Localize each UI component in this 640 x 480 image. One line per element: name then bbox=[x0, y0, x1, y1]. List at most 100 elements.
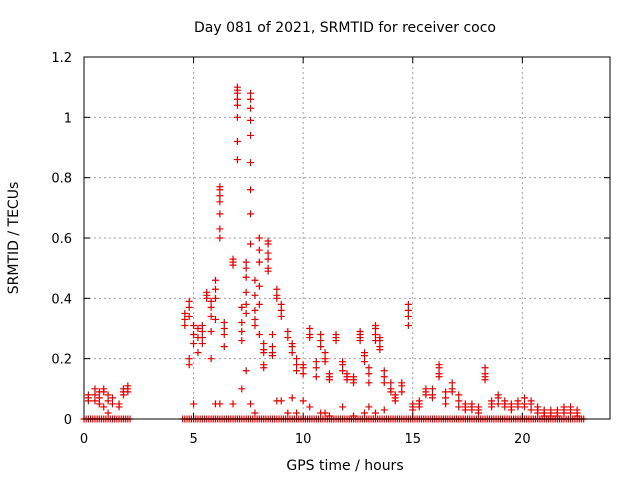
chart-title: Day 081 of 2021, SRMTID for receiver coc… bbox=[194, 20, 496, 36]
data-point bbox=[115, 403, 123, 411]
data-point bbox=[312, 364, 320, 372]
data-point bbox=[527, 400, 535, 408]
data-point bbox=[350, 379, 358, 387]
data-point bbox=[312, 373, 320, 381]
data-point bbox=[380, 379, 388, 387]
data-point bbox=[398, 382, 406, 390]
data-point bbox=[442, 394, 450, 402]
data-point bbox=[104, 391, 112, 399]
data-point bbox=[247, 400, 255, 408]
data-point bbox=[273, 285, 281, 293]
data-point bbox=[380, 367, 388, 375]
data-point bbox=[207, 297, 215, 305]
y-tick-label: 1 bbox=[64, 111, 72, 126]
y-tick-label: 1.2 bbox=[51, 51, 72, 66]
data-point bbox=[181, 315, 189, 323]
x-tick-label: 15 bbox=[404, 432, 421, 447]
data-point bbox=[255, 234, 263, 242]
data-point bbox=[494, 394, 502, 402]
data-point bbox=[293, 409, 301, 417]
data-point bbox=[339, 361, 347, 369]
data-point bbox=[242, 273, 250, 281]
data-point bbox=[288, 394, 296, 402]
grid-lines bbox=[84, 57, 610, 419]
data-point bbox=[247, 131, 255, 139]
data-point bbox=[251, 306, 259, 314]
data-point bbox=[404, 312, 412, 320]
data-point bbox=[229, 400, 237, 408]
data-point bbox=[387, 379, 395, 387]
data-point bbox=[325, 412, 333, 420]
data-point bbox=[339, 403, 347, 411]
data-point bbox=[260, 340, 268, 348]
data-point bbox=[547, 412, 555, 420]
data-point bbox=[268, 352, 276, 360]
data-point bbox=[84, 397, 92, 405]
data-point bbox=[229, 261, 237, 269]
data-point bbox=[534, 409, 542, 417]
data-point bbox=[380, 373, 388, 381]
data-point bbox=[573, 412, 581, 420]
data-point bbox=[284, 328, 292, 336]
data-point bbox=[194, 349, 202, 357]
data-point bbox=[247, 95, 255, 103]
data-point bbox=[242, 309, 250, 317]
data-point bbox=[306, 334, 314, 342]
data-point bbox=[264, 267, 272, 275]
data-point bbox=[553, 412, 561, 420]
data-point bbox=[95, 400, 103, 408]
data-point bbox=[448, 388, 456, 396]
data-point bbox=[233, 95, 241, 103]
data-point bbox=[475, 409, 482, 417]
data-point bbox=[404, 300, 412, 308]
data-point bbox=[91, 391, 99, 399]
y-axis-title: SRMTID / TECUs bbox=[6, 182, 22, 295]
data-point bbox=[268, 343, 276, 351]
data-point bbox=[387, 388, 395, 396]
data-point bbox=[247, 89, 255, 97]
data-point bbox=[422, 391, 430, 399]
data-point bbox=[207, 312, 215, 320]
data-point bbox=[91, 385, 99, 393]
data-point bbox=[371, 325, 379, 332]
data-point bbox=[119, 391, 127, 399]
data-point bbox=[350, 412, 358, 420]
x-tick-label: 5 bbox=[189, 432, 197, 447]
data-point bbox=[435, 364, 443, 372]
data-point bbox=[321, 409, 329, 417]
data-point bbox=[108, 394, 116, 402]
data-point bbox=[339, 367, 347, 375]
data-point bbox=[317, 331, 325, 339]
data-point bbox=[306, 325, 314, 332]
data-point bbox=[198, 340, 206, 348]
data-point bbox=[428, 394, 436, 402]
data-point bbox=[185, 297, 193, 305]
data-point bbox=[251, 321, 259, 329]
data-point bbox=[361, 358, 369, 366]
data-point bbox=[198, 334, 206, 342]
data-point bbox=[356, 337, 364, 345]
data-point bbox=[260, 364, 268, 372]
data-point bbox=[501, 403, 509, 411]
y-tick-label: 0.8 bbox=[51, 172, 72, 187]
data-point bbox=[216, 400, 224, 408]
data-point bbox=[521, 403, 529, 411]
data-point bbox=[365, 379, 373, 387]
data-point bbox=[442, 388, 450, 396]
data-point bbox=[198, 321, 206, 329]
data-point bbox=[247, 116, 255, 124]
data-point bbox=[288, 343, 296, 351]
data-point bbox=[415, 403, 423, 411]
data-point bbox=[207, 328, 215, 336]
data-point bbox=[220, 325, 228, 332]
data-point bbox=[233, 101, 241, 109]
data-point bbox=[190, 331, 198, 339]
data-point bbox=[181, 321, 189, 329]
data-point bbox=[255, 258, 263, 266]
data-point bbox=[380, 406, 388, 414]
data-point bbox=[293, 367, 301, 375]
data-point bbox=[108, 400, 116, 408]
data-point bbox=[238, 337, 246, 345]
data-point bbox=[365, 370, 373, 378]
